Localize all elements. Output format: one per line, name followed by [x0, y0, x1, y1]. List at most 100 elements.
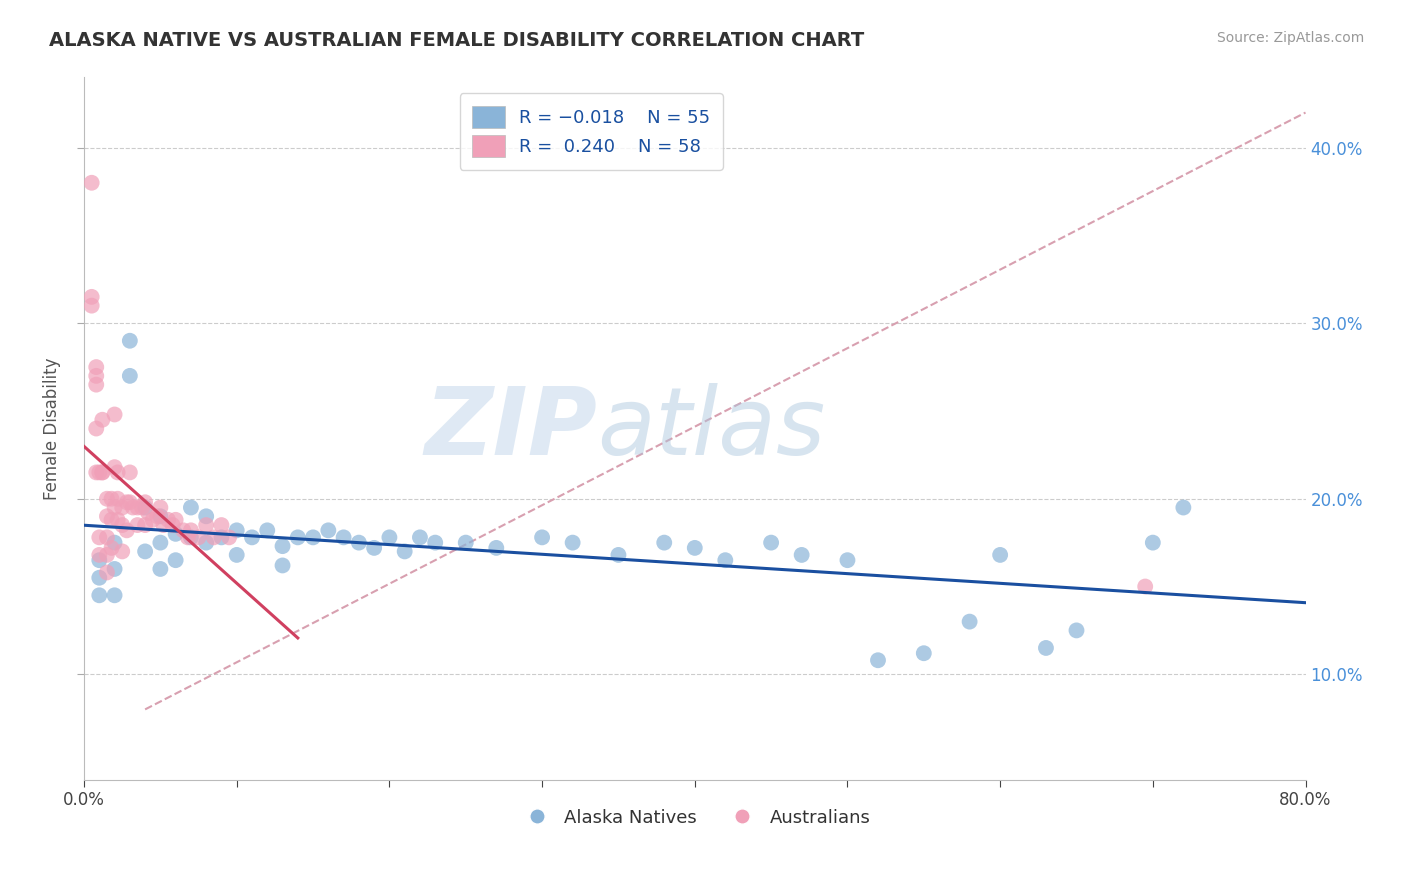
Point [607, 548, 630, 562]
Point [202, 530, 225, 544]
Point [211, 530, 233, 544]
Point [759, 535, 782, 549]
Point [118, 334, 141, 348]
Point [122, 500, 145, 515]
Point [89, 588, 111, 602]
Point [180, 524, 202, 538]
Point [165, 513, 187, 527]
Point [89, 466, 111, 480]
Point [84, 368, 107, 383]
Point [91, 413, 114, 427]
Point [149, 562, 172, 576]
Point [146, 509, 169, 524]
Point [118, 466, 141, 480]
Text: ALASKA NATIVE VS AUSTRALIAN FEMALE DISABILITY CORRELATION CHART: ALASKA NATIVE VS AUSTRALIAN FEMALE DISAB… [49, 31, 865, 50]
Point [683, 541, 706, 555]
Point [652, 535, 675, 549]
Point [84, 421, 107, 435]
Point [149, 509, 172, 524]
Point [96, 530, 118, 544]
Point [156, 513, 179, 527]
Point [287, 530, 309, 544]
Point [103, 588, 125, 602]
Point [225, 524, 247, 538]
Point [96, 566, 118, 580]
Point [149, 535, 172, 549]
Point [96, 491, 118, 506]
Point [1035, 640, 1057, 655]
Point [91, 466, 114, 480]
Point [271, 539, 294, 553]
Point [409, 530, 432, 544]
Point [96, 548, 118, 562]
Point [195, 518, 218, 533]
Point [211, 518, 233, 533]
Point [714, 553, 737, 567]
Point [100, 491, 122, 506]
Point [790, 548, 813, 562]
Point [134, 518, 156, 533]
Point [152, 518, 174, 533]
Point [837, 553, 859, 567]
Point [134, 500, 156, 515]
Point [127, 518, 149, 533]
Point [271, 558, 294, 573]
Point [84, 377, 107, 392]
Point [363, 541, 385, 555]
Point [187, 530, 209, 544]
Point [115, 495, 138, 509]
Point [107, 491, 129, 506]
Point [1173, 500, 1195, 515]
Point [84, 466, 107, 480]
Point [225, 548, 247, 562]
Point [1135, 580, 1157, 594]
Point [149, 500, 172, 515]
Text: Source: ZipAtlas.com: Source: ZipAtlas.com [1216, 31, 1364, 45]
Point [115, 524, 138, 538]
Text: ZIP: ZIP [425, 383, 598, 475]
Point [425, 535, 447, 549]
Legend: Alaska Natives, Australians: Alaska Natives, Australians [512, 801, 877, 834]
Point [103, 500, 125, 515]
Point [142, 513, 165, 527]
Point [89, 530, 111, 544]
Point [256, 524, 278, 538]
Point [454, 535, 477, 549]
Text: atlas: atlas [598, 383, 825, 474]
Point [866, 653, 889, 667]
Point [89, 553, 111, 567]
Point [959, 615, 981, 629]
Point [332, 530, 354, 544]
Point [91, 466, 114, 480]
Point [111, 500, 134, 515]
Point [378, 530, 401, 544]
Point [136, 506, 159, 520]
Point [240, 530, 263, 544]
Point [1066, 624, 1088, 638]
Point [118, 368, 141, 383]
Point [172, 524, 194, 538]
Point [165, 553, 187, 567]
Point [89, 571, 111, 585]
Point [103, 460, 125, 475]
Point [1142, 535, 1164, 549]
Point [912, 646, 935, 660]
Point [561, 535, 583, 549]
Point [180, 500, 202, 515]
Point [180, 530, 202, 544]
Point [111, 518, 134, 533]
Point [96, 509, 118, 524]
Point [103, 408, 125, 422]
Point [100, 541, 122, 555]
Point [531, 530, 554, 544]
Point [485, 541, 508, 555]
Point [80, 299, 103, 313]
Point [84, 360, 107, 375]
Point [218, 530, 240, 544]
Point [162, 518, 184, 533]
Point [107, 466, 129, 480]
Point [118, 495, 141, 509]
Point [134, 544, 156, 558]
Point [195, 509, 218, 524]
Point [134, 495, 156, 509]
